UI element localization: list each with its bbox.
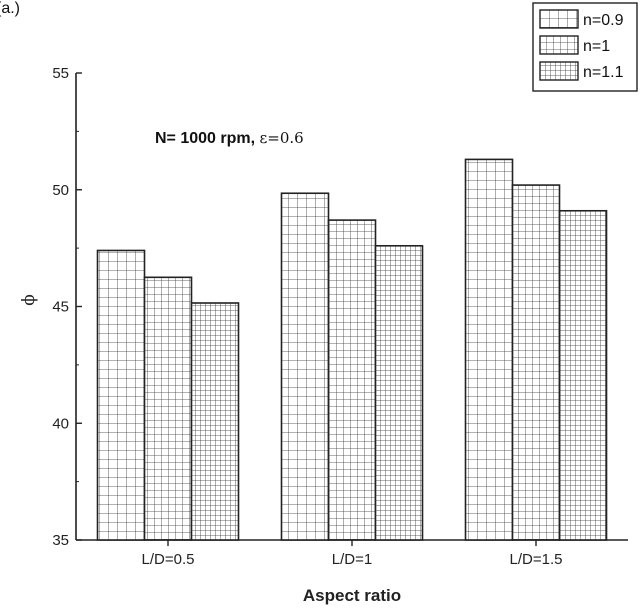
x-tick-label: L/D=1 — [332, 551, 372, 568]
bar — [558, 209, 608, 541]
bars — [96, 158, 608, 541]
y-tick-label: 55 — [52, 65, 69, 82]
bar — [143, 276, 193, 541]
corner-label: (a.) — [0, 0, 20, 17]
y-tick-label: 50 — [52, 182, 69, 199]
bar — [280, 192, 330, 541]
bar — [511, 184, 561, 541]
bar — [327, 219, 377, 541]
legend-label: n=1 — [583, 38, 610, 55]
annotation-epsilon: ε=0.6 — [260, 129, 304, 147]
annotation-main: N= 1000 rpm, — [155, 130, 260, 147]
y-tick-label: 45 — [52, 299, 69, 316]
legend-label: n=0.9 — [583, 12, 624, 29]
bar — [374, 244, 424, 541]
legend-label: n=1.1 — [583, 64, 624, 81]
bar — [464, 158, 514, 541]
x-axis-title: Aspect ratio — [303, 586, 401, 605]
y-axis-ticks: 35 40 45 50 55 — [52, 65, 82, 549]
y-axis-title: ϕ — [19, 294, 39, 306]
legend-swatch — [539, 61, 579, 81]
x-tick-label: L/D=0.5 — [142, 551, 195, 568]
bar — [96, 249, 146, 541]
x-axis-ticks: L/D=0.5 L/D=1 L/D=1.5 — [142, 540, 563, 568]
y-tick-label: 35 — [52, 532, 69, 549]
legend: n=0.9 n=1 n=1.1 — [532, 2, 638, 92]
annotation: N= 1000 rpm, ε=0.6 — [155, 129, 304, 147]
legend-swatch — [539, 9, 579, 29]
bar — [190, 302, 240, 541]
legend-swatch — [539, 35, 579, 55]
y-tick-label: 40 — [52, 415, 69, 432]
x-tick-label: L/D=1.5 — [510, 551, 563, 568]
